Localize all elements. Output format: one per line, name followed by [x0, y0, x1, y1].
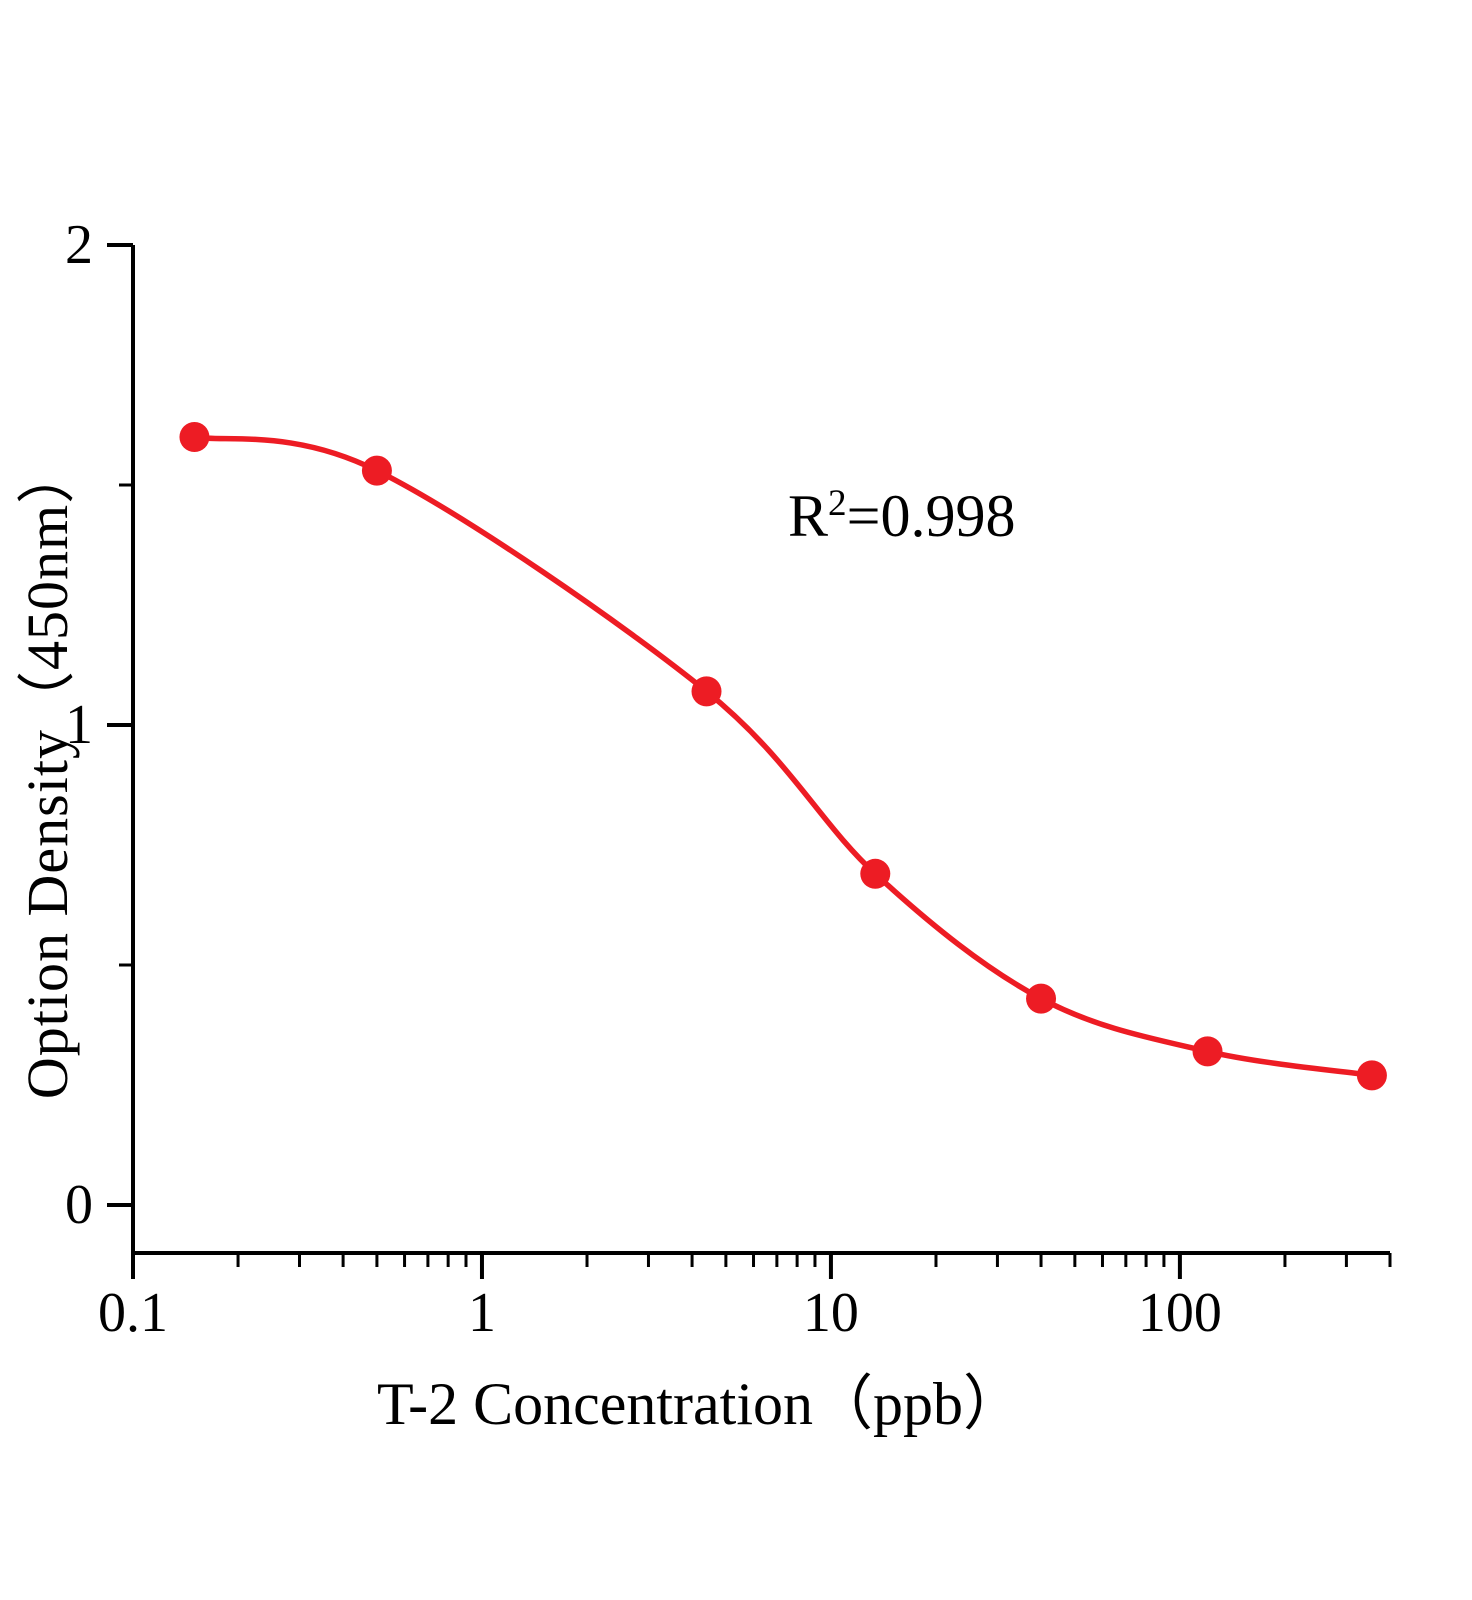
annotation-prefix: R — [788, 483, 829, 549]
data-point — [860, 858, 891, 889]
data-point — [1356, 1060, 1387, 1091]
x-tick-label: 100 — [1138, 1282, 1222, 1344]
r-squared-annotation: R2=0.998 — [788, 482, 1015, 551]
axis-frame — [131, 245, 1390, 1255]
data-point — [1026, 983, 1057, 1014]
y-tick-label: 2 — [65, 214, 93, 276]
y-tick-label: 0 — [65, 1174, 93, 1236]
annotation-superscript: 2 — [828, 483, 847, 524]
data-point — [691, 676, 722, 707]
x-tick-label: 1 — [468, 1282, 496, 1344]
x-axis-label: T-2 Concentration（ppb） — [376, 1371, 1024, 1437]
data-point — [1192, 1036, 1223, 1067]
y-axis-label: Option Density（450nm） — [15, 444, 80, 1100]
data-point — [361, 455, 392, 486]
fit-curve — [191, 434, 1375, 1079]
y-tick-label: 1 — [65, 694, 93, 756]
annotation-suffix: =0.998 — [846, 483, 1016, 549]
data-point — [179, 422, 210, 452]
x-tick-label: 0.1 — [98, 1282, 168, 1344]
x-tick-label: 10 — [803, 1282, 859, 1344]
